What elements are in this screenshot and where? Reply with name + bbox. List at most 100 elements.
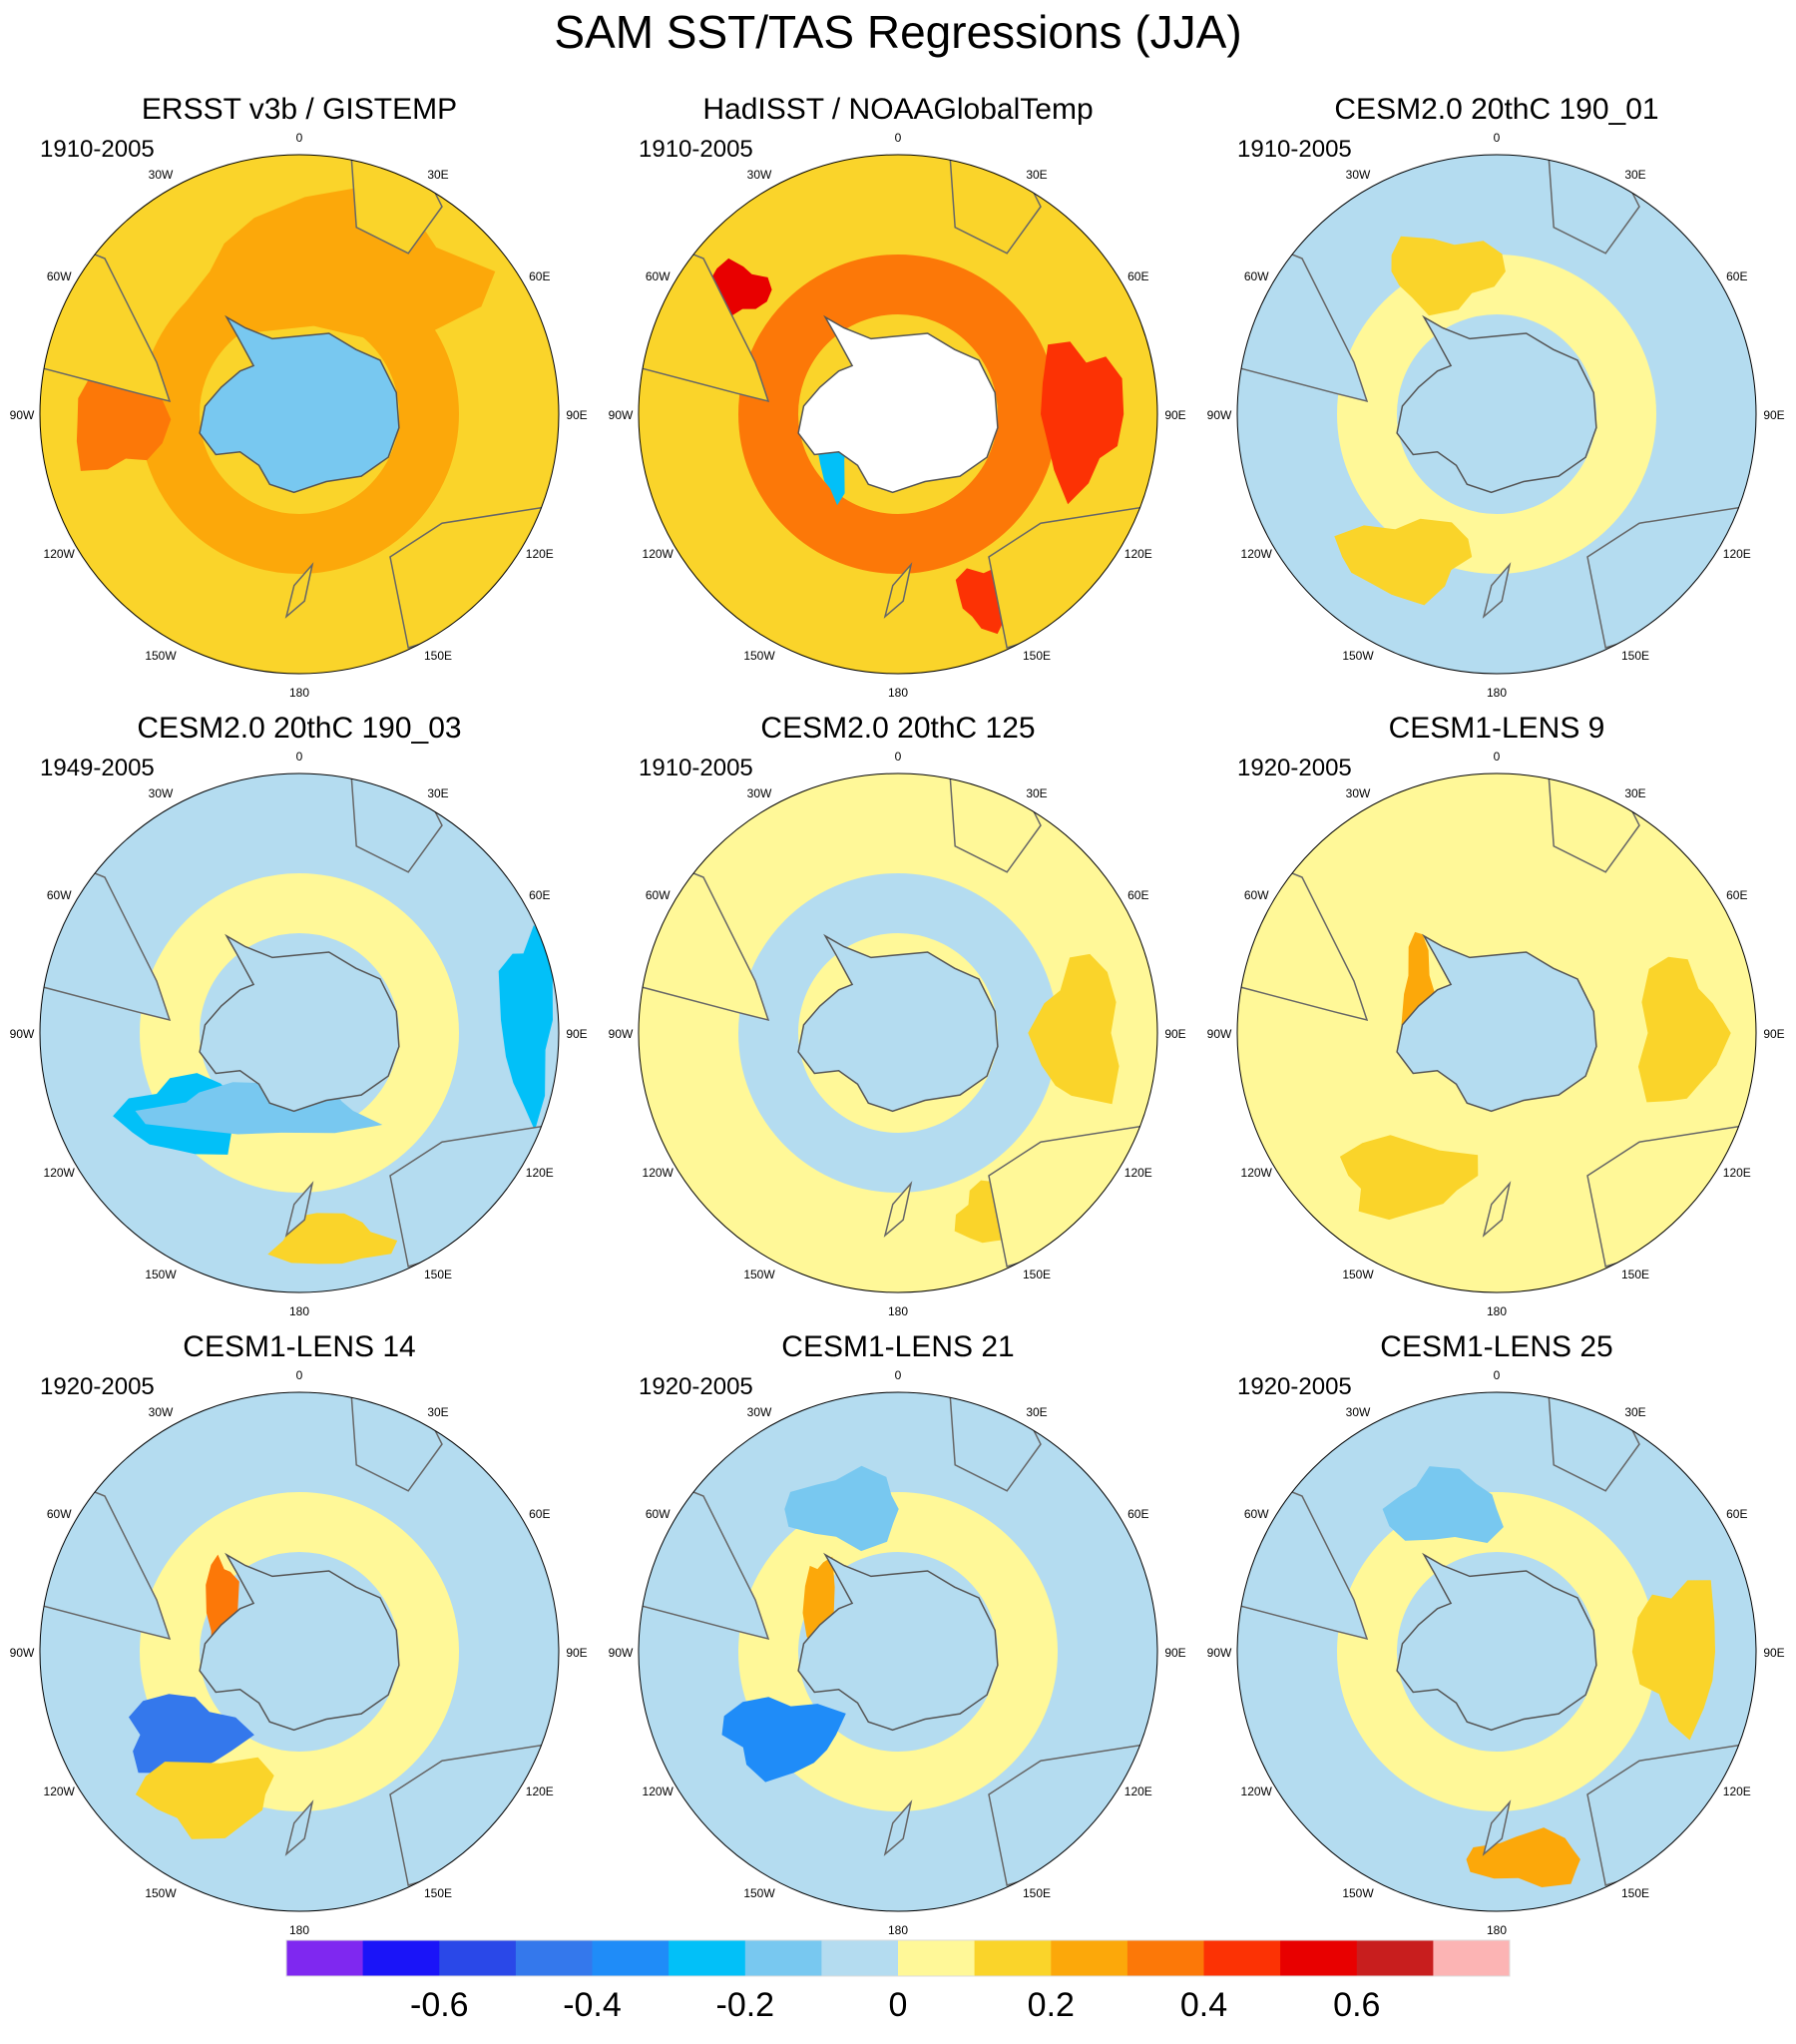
colorbar-tick-label: -0.2 <box>716 1986 775 2024</box>
longitude-label: 120W <box>44 547 76 561</box>
longitude-label: 120W <box>1241 547 1273 561</box>
new-zealand-coast <box>284 1181 314 1238</box>
colorbar-tick-label: 0 <box>889 1986 908 2024</box>
panel-title: CESM1-LENS 21 <box>781 1330 1014 1363</box>
longitude-label: 30E <box>1624 168 1645 182</box>
longitude-label: 150W <box>1342 1886 1374 1900</box>
map-panel: CESM2.0 20thC 125 1910-2005 0 30E 60E 90E 120E… <box>609 712 1186 1318</box>
colorbar-swatch <box>439 1940 517 1976</box>
colorbar-swatch <box>974 1940 1052 1976</box>
longitude-label: 90W <box>10 408 35 422</box>
longitude-label: 30W <box>149 786 174 800</box>
panel-period: 1920-2005 <box>1237 1373 1352 1400</box>
colorbar-tick-label: 0.4 <box>1180 1986 1227 2024</box>
antarctica-landmass <box>797 1552 999 1732</box>
antarctica-landmass <box>797 933 999 1113</box>
longitude-label: 120W <box>643 1166 674 1180</box>
longitude-label: 90E <box>566 1027 587 1041</box>
map-field <box>1237 773 1756 1292</box>
longitude-label: 60E <box>1726 1507 1747 1521</box>
longitude-label: 60W <box>1244 269 1269 283</box>
longitude-label: 120W <box>44 1785 76 1798</box>
longitude-label: 90W <box>1207 1027 1232 1041</box>
longitude-label: 150E <box>1023 1268 1051 1281</box>
longitude-label: 0 <box>1494 131 1501 145</box>
longitude-label: 150E <box>424 1268 452 1281</box>
colorbar-swatch <box>744 1940 822 1976</box>
longitude-label: 90W <box>609 408 634 422</box>
longitude-label: 90W <box>1207 1646 1232 1660</box>
colorbar-tick-label: 0.2 <box>1028 1986 1075 2024</box>
longitude-label: 180 <box>888 1923 908 1937</box>
longitude-label: 150W <box>145 649 177 663</box>
panel-period: 1910-2005 <box>639 136 753 163</box>
figure-title: SAM SST/TAS Regressions (JJA) <box>554 6 1241 58</box>
colorbar-swatch <box>362 1940 440 1976</box>
longitude-label: 0 <box>895 750 902 764</box>
longitude-label: 0 <box>1494 750 1501 764</box>
new-zealand-coast <box>1482 562 1512 619</box>
longitude-label: 180 <box>888 1304 908 1318</box>
colorbar-swatch <box>1356 1940 1434 1976</box>
map-panel: ERSST v3b / GISTEMP 1910-2005 0 30E 60E 90E 12… <box>10 93 588 700</box>
panel-title: CESM1-LENS 9 <box>1389 712 1605 745</box>
colorbar-frame <box>285 1939 1511 1977</box>
anomaly-region <box>1631 1580 1715 1741</box>
longitude-label: 150E <box>1621 1268 1649 1281</box>
longitude-label: 90E <box>1763 1646 1784 1660</box>
anomaly-region <box>1028 953 1120 1105</box>
new-zealand-coast <box>883 1799 913 1856</box>
map-panel: CESM1-LENS 9 1920-2005 0 30E 60E 90E 120E 150E 1… <box>1207 712 1785 1318</box>
anomaly-region <box>1041 341 1124 505</box>
colorbar-swatch <box>515 1940 593 1976</box>
longitude-label: 120W <box>643 1785 674 1798</box>
map-panel: CESM2.0 20thC 190_03 1949-2005 0 30E 60E 90E 1… <box>10 712 588 1318</box>
colorbar-swatch <box>1126 1940 1204 1976</box>
antarctica-landmass <box>1396 933 1597 1113</box>
map-panel: CESM2.0 20thC 190_01 1910-2005 0 30E 60E 90E 1… <box>1207 93 1785 700</box>
map-boundary <box>1236 772 1757 1293</box>
longitude-label: 180 <box>888 686 908 700</box>
anomaly-region <box>135 1757 274 1839</box>
longitude-label: 90W <box>10 1646 35 1660</box>
circumpolar-band <box>738 873 1058 1193</box>
anomaly-region <box>1637 956 1731 1103</box>
map-field <box>1237 1392 1756 1911</box>
panel-period: 1920-2005 <box>1237 755 1352 781</box>
longitude-label: 30E <box>427 168 448 182</box>
longitude-label: 90E <box>566 408 587 422</box>
anomaly-region <box>129 1694 254 1774</box>
longitude-label: 120E <box>526 547 554 561</box>
map-panels: ERSST v3b / GISTEMP 1910-2005 0 30E 60E 90E 12… <box>10 93 1785 1937</box>
anomaly-region <box>498 924 553 1131</box>
longitude-label: 30W <box>149 168 174 182</box>
new-zealand-coast <box>883 562 913 619</box>
colorbar: -0.6 -0.4 -0.2 0 0.2 0.4 0.6 <box>285 1939 1511 2024</box>
new-zealand-coast <box>1482 1799 1512 1856</box>
longitude-label: 0 <box>296 750 303 764</box>
panel-period: 1920-2005 <box>40 1373 155 1400</box>
longitude-label: 90W <box>609 1027 634 1041</box>
map-panel: HadISST / NOAAGlobalTemp 1910-2005 0 30E 60E… <box>609 93 1186 700</box>
anomaly-region <box>1466 1827 1580 1887</box>
longitude-label: 150W <box>743 1886 775 1900</box>
longitude-label: 0 <box>296 131 303 145</box>
colorbar-swatch <box>1203 1940 1281 1976</box>
antarctica-landmass <box>1396 314 1597 494</box>
longitude-label: 60W <box>646 888 671 902</box>
map-field <box>639 773 1157 1292</box>
longitude-label: 30E <box>1026 1405 1047 1419</box>
map-boundary <box>1236 1391 1757 1912</box>
map-boundary <box>638 772 1158 1293</box>
colorbar-swatch <box>669 1940 746 1976</box>
longitude-label: 150E <box>1621 1886 1649 1900</box>
panel-title: CESM2.0 20thC 190_03 <box>137 712 461 745</box>
longitude-label: 30W <box>1346 786 1371 800</box>
new-zealand-coast <box>883 1181 913 1238</box>
longitude-label: 60W <box>47 1507 72 1521</box>
longitude-label: 90E <box>1164 408 1185 422</box>
anomaly-region <box>721 1697 846 1783</box>
colorbar-swatch <box>1051 1940 1128 1976</box>
map-boundary <box>638 154 1158 675</box>
antarctica-landmass <box>1396 1552 1597 1732</box>
